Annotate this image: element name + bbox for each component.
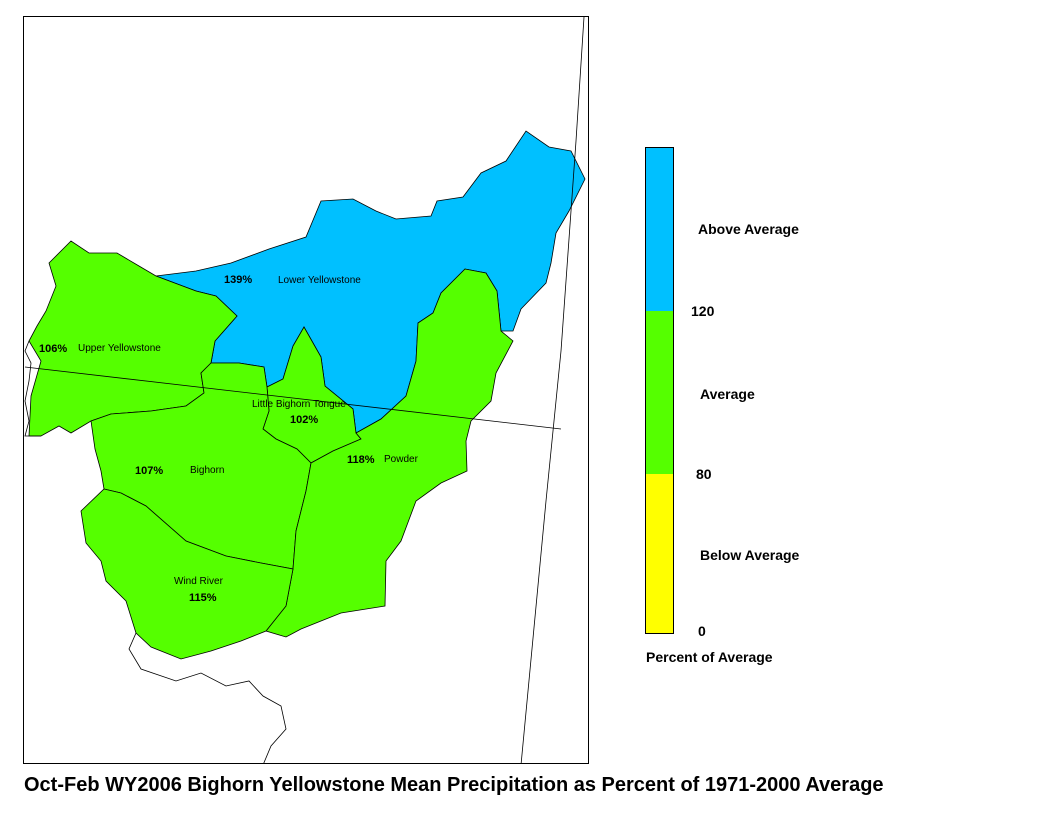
basin-wind-river[interactable] bbox=[80, 488, 294, 660]
west-outline bbox=[24, 340, 41, 437]
basin-label-wind-river: Wind River bbox=[174, 576, 223, 587]
basin-percent-little-bighorn-tongue: 102% bbox=[290, 414, 319, 426]
basin-label-upper-yellowstone: Upper Yellowstone bbox=[78, 343, 161, 354]
legend-tick-80: 80 bbox=[696, 466, 712, 482]
basin-percent-wind-river: 115% bbox=[189, 592, 217, 604]
legend-label-average: Average bbox=[700, 386, 755, 402]
east-boundary-line bbox=[520, 17, 585, 763]
legend-tick-0: 0 bbox=[698, 623, 706, 639]
basin-label-lower-yellowstone: Lower Yellowstone bbox=[278, 275, 361, 286]
legend-label-above: Above Average bbox=[698, 221, 799, 237]
basin-label-little-bighorn-tongue: Little Bighorn Tongue bbox=[252, 399, 346, 410]
legend-color-bar bbox=[645, 147, 674, 634]
legend-title: Percent of Average bbox=[646, 649, 773, 665]
basin-powder[interactable] bbox=[265, 268, 514, 638]
basin-label-bighorn: Bighorn bbox=[190, 465, 225, 476]
legend-swatch-average bbox=[646, 311, 673, 474]
watershed-outline bbox=[128, 632, 287, 763]
basin-percent-upper-yellowstone: 106% bbox=[39, 343, 68, 355]
legend-tick-120: 120 bbox=[691, 303, 715, 319]
basin-label-powder: Powder bbox=[384, 454, 418, 465]
state-boundary-line bbox=[24, 366, 562, 430]
legend-swatch-below bbox=[646, 474, 673, 633]
legend-label-below: Below Average bbox=[700, 547, 800, 563]
basin-percent-lower-yellowstone: 139% bbox=[224, 274, 253, 286]
map-title: Oct-Feb WY2006 Bighorn Yellowstone Mean … bbox=[24, 774, 884, 796]
legend-swatch-above bbox=[646, 148, 673, 311]
basin-percent-bighorn: 107% bbox=[135, 465, 164, 477]
map-panel: Lower Yellowstone 139% Upper Yellowstone… bbox=[23, 16, 589, 764]
basin-percent-powder: 118% bbox=[347, 454, 375, 466]
